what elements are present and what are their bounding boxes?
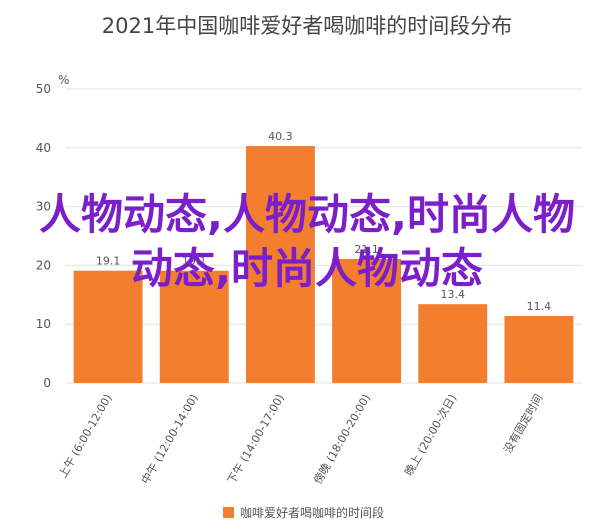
y-tick-label: 40 bbox=[36, 141, 51, 155]
bar bbox=[418, 304, 488, 383]
bar bbox=[504, 315, 574, 383]
data-label: 19.1 bbox=[96, 255, 121, 268]
x-tick-label: 没有固定时间 bbox=[500, 392, 545, 456]
y-tick-label: 20 bbox=[36, 258, 51, 272]
data-label: 40.3 bbox=[268, 130, 293, 143]
y-axis-ticks: 0 10 20 30 40 50 bbox=[36, 82, 51, 390]
bar bbox=[332, 258, 402, 383]
x-tick-label: 中午 (12:00-14:00) bbox=[139, 392, 201, 486]
x-tick-label: 傍晚 (18:00-20:00) bbox=[310, 392, 373, 487]
y-tick-label: 30 bbox=[36, 200, 51, 214]
grid-lines bbox=[65, 88, 582, 384]
x-tick-label: 下午 (14:00-17:00) bbox=[225, 392, 287, 486]
legend-label: 咖啡爱好者喝咖啡的时间段 bbox=[240, 505, 384, 520]
bar bbox=[245, 146, 315, 383]
bar bbox=[73, 270, 143, 383]
chart-title: 2021年中国咖啡爱好者喝咖啡的时间段分布 bbox=[102, 14, 512, 38]
x-tick-label: 晚上 (20:00-次日) bbox=[401, 392, 459, 478]
x-tick-label: 上午 (6:00-12:00) bbox=[56, 392, 114, 480]
data-label: 21.1 bbox=[354, 243, 379, 256]
y-tick-label: 0 bbox=[43, 376, 51, 390]
data-labels: 19.1 19.1 40.3 21.1 13.4 11.4 bbox=[96, 130, 551, 313]
bar bbox=[159, 270, 229, 383]
bars bbox=[73, 146, 574, 383]
legend: 咖啡爱好者喝咖啡的时间段 bbox=[223, 505, 384, 520]
y-tick-label: 10 bbox=[36, 317, 51, 331]
y-tick-label: 50 bbox=[36, 82, 51, 96]
data-label: 13.4 bbox=[441, 288, 466, 301]
data-label: 19.1 bbox=[182, 255, 207, 268]
legend-swatch bbox=[223, 507, 234, 518]
data-label: 11.4 bbox=[527, 300, 552, 313]
x-axis-ticks: 上午 (6:00-12:00) 中午 (12:00-14:00) 下午 (14:00… bbox=[56, 392, 545, 487]
y-axis-unit: % bbox=[58, 73, 69, 87]
